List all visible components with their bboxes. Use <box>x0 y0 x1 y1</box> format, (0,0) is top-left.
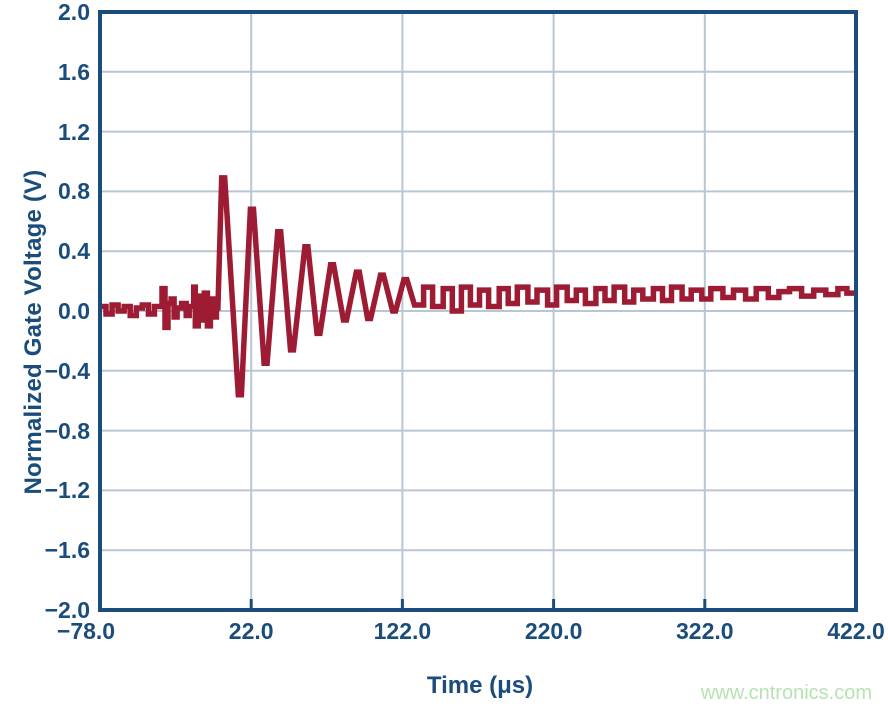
x-tick-label: 422.0 <box>827 618 885 644</box>
x-tick-label: 22.0 <box>228 618 274 644</box>
y-tick-label: 0.0 <box>58 298 90 324</box>
watermark: www.cntronics.com <box>700 682 872 704</box>
y-tick-label: −2.0 <box>44 597 90 623</box>
x-tick-label: 322.0 <box>676 618 734 644</box>
y-tick-label: −1.6 <box>44 537 90 564</box>
y-tick-label: 1.6 <box>58 58 90 85</box>
waveform-trace <box>102 175 854 398</box>
y-tick-label: 0.4 <box>58 238 90 265</box>
y-tick-label: −0.8 <box>44 417 90 444</box>
x-axis-title: Time (μs) <box>426 672 534 699</box>
x-tick-label: 122.0 <box>373 618 432 644</box>
y-tick-label: −1.2 <box>44 477 90 504</box>
x-tick-label: 220.0 <box>524 618 583 644</box>
y-tick-label: 1.2 <box>58 118 90 145</box>
y-tick-label: 2.0 <box>58 0 90 25</box>
y-tick-label: −0.4 <box>44 357 90 384</box>
plot-border <box>98 10 858 612</box>
y-tick-label: 0.8 <box>58 178 90 205</box>
x-tick-label: −78.0 <box>56 618 116 644</box>
